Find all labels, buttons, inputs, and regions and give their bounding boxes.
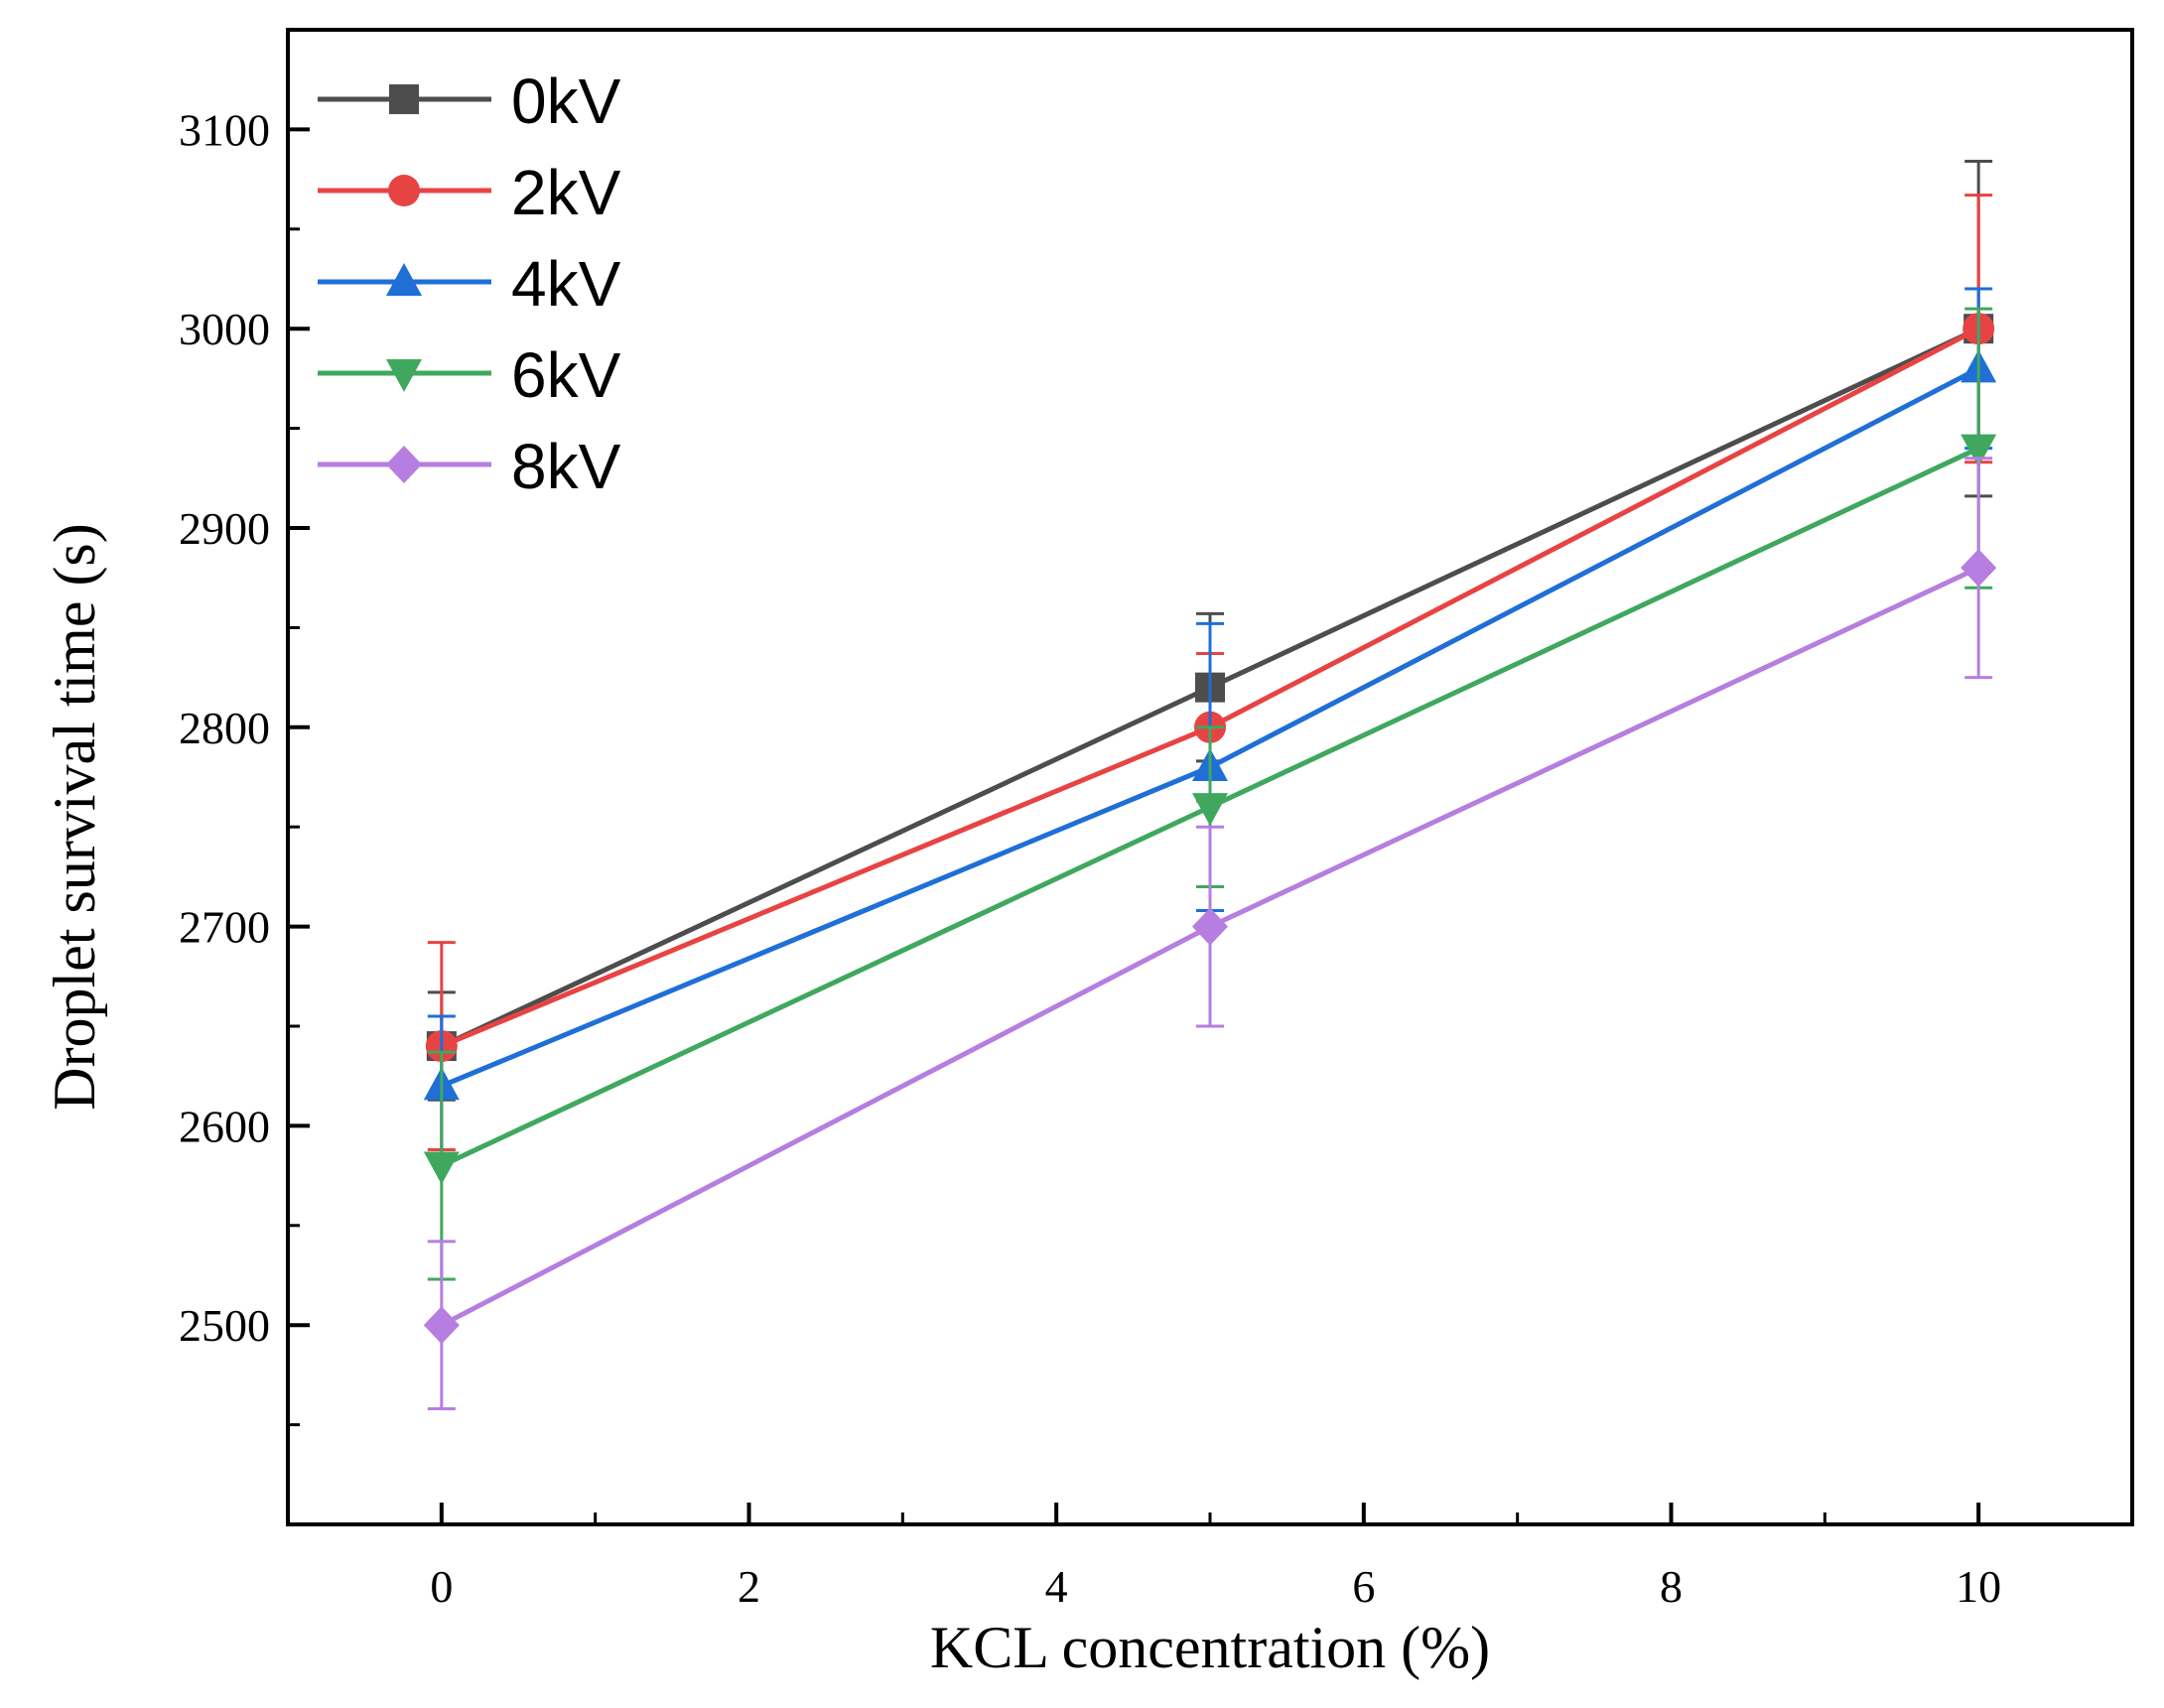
x-tick-label: 6 [1352,1561,1375,1612]
x-tick-label: 4 [1045,1561,1068,1612]
x-tick-label: 2 [738,1561,760,1612]
legend-label: 2kV [511,157,621,228]
legend-label: 8kV [511,431,621,502]
x-tick-label: 10 [1956,1561,2001,1612]
y-tick-label: 2900 [179,503,270,554]
data-point-8kV [1192,907,1228,946]
data-point-6kV [423,1151,460,1185]
y-tick-label: 2700 [179,902,270,953]
legend-item-4kV: 4kV [318,248,621,320]
legend-label: 0kV [511,66,621,137]
data-point-6kV [1961,434,1997,467]
legend-label: 4kV [511,248,621,320]
x-tick-label: 8 [1660,1561,1683,1612]
y-tick-label: 3000 [179,304,270,354]
x-axis-title: KCL concentration (%) [930,1615,1490,1680]
legend-item-0kV: 0kV [318,66,621,137]
legend-item-8kV: 8kV [318,431,621,502]
x-tick-label: 0 [430,1561,453,1612]
legend-item-6kV: 6kV [318,339,621,411]
ticks: 0 2 4 6 8 10 2500 2600 2700 2800 2900 3000 3100 [179,104,2001,1612]
legend-item-2kV: 2kV [318,157,621,228]
legend-label: 6kV [511,339,621,411]
data-point-8kV [1961,549,1997,588]
series-8kV [423,457,1997,1411]
legend-marker [388,175,420,206]
data-point-6kV [1192,793,1228,827]
legend-marker [386,263,422,296]
data-point-8kV [423,1306,460,1345]
y-tick-label: 2800 [179,703,270,753]
y-tick-label: 3100 [179,104,270,155]
series-layer [423,160,1997,1411]
legend-marker [386,446,422,483]
series-6kV [423,307,1997,1281]
legend-marker [386,359,422,392]
y-tick-label: 2500 [179,1300,270,1351]
y-axis-title: Droplet survival time (s) [42,523,107,1111]
legend: 0kV 2kV 4kV 6kV 8kV [318,66,621,502]
y-tick-label: 2600 [179,1101,270,1151]
legend-marker [389,84,419,114]
